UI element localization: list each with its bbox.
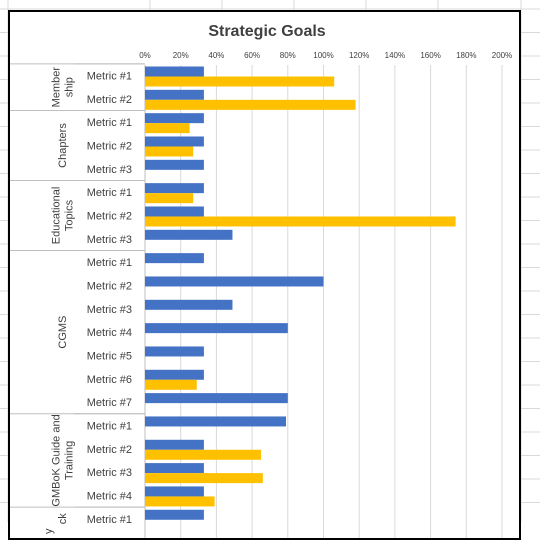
group-label-line: Topics: [64, 199, 76, 231]
x-tick-label: 200%: [492, 51, 512, 60]
category-label: Metric #3: [87, 164, 132, 176]
group-label-line: ck: [57, 513, 69, 525]
bar-series-1: [145, 136, 204, 147]
x-tick-label: 140%: [385, 51, 405, 60]
group-label-line: Chapters: [57, 123, 69, 168]
bar-series-1: [145, 113, 204, 124]
bar-series-1: [145, 416, 287, 427]
bar-series-2: [145, 146, 194, 157]
bar-series-2: [145, 76, 335, 87]
group-label-fragment: y: [43, 528, 55, 534]
bar-series-1: [145, 439, 204, 450]
chart-frame: 0% 20% 40% 60% 80% 100% 120% 140% 160% 180% 200% M…: [8, 10, 521, 540]
bar-series-1: [145, 183, 204, 194]
x-tick-label: 80%: [280, 51, 296, 60]
group-label-line: ship: [64, 77, 76, 97]
category-label: Metric #4: [87, 327, 132, 339]
bar-series-2: [145, 99, 356, 110]
category-label: Metric #2: [87, 444, 132, 456]
x-tick-label: 120%: [349, 51, 369, 60]
bar-series-1: [145, 159, 204, 170]
bar-series-2: [145, 496, 215, 507]
bar-series-1: [145, 66, 204, 77]
category-label: Metric #1: [87, 514, 132, 526]
bar-series-1: [145, 299, 233, 310]
bar-series-1: [145, 486, 204, 497]
bar-chart: 0% 20% 40% 60% 80% 100% 120% 140% 160% 180% 200% M…: [10, 23, 512, 538]
bar-series-1: [145, 509, 204, 520]
bar-series-1: [145, 323, 288, 334]
group-label: Membership: [51, 67, 76, 108]
category-label: Metric #1: [87, 71, 132, 83]
bar-series-1: [145, 463, 204, 474]
category-labels: Membership Metric #1 Metric #2 Chapters Metr…: [43, 67, 132, 534]
category-label: Metric #4: [87, 490, 132, 502]
bar-series-1: [145, 346, 204, 357]
category-label: Metric #5: [87, 350, 132, 362]
chart-title: Strategic Goals: [208, 23, 325, 40]
bar-series-2: [145, 449, 262, 460]
category-label: Metric #7: [87, 397, 132, 409]
bar-series-2: [145, 216, 456, 227]
category-label: Metric #3: [87, 467, 132, 479]
x-axis-ticks: 0% 20% 40% 60% 80% 100% 120% 140% 160% 180% 200%: [139, 51, 512, 60]
category-label: Metric #1: [87, 187, 132, 199]
category-label: Metric #3: [87, 304, 132, 316]
bar-series-2: [145, 379, 197, 390]
group-label: ck: [57, 513, 69, 525]
group-label-line: CGMS: [57, 316, 69, 349]
bar-series-2: [145, 193, 194, 204]
x-tick-label: 40%: [208, 51, 224, 60]
group-label: GMBoK Guide andTraining: [51, 414, 76, 506]
bar-series-1: [145, 276, 324, 287]
bar-series-1: [145, 369, 204, 380]
bar-series-1: [145, 253, 204, 264]
group-label: Chapters: [57, 123, 69, 168]
bar-series-1: [145, 393, 288, 404]
category-label: Metric #2: [87, 210, 132, 222]
x-tick-label: 180%: [456, 51, 476, 60]
category-label: Metric #3: [87, 234, 132, 246]
category-label: Metric #1: [87, 257, 132, 269]
x-tick-label: 20%: [173, 51, 189, 60]
category-label: Metric #1: [87, 420, 132, 432]
group-label-line: Member: [51, 67, 63, 108]
category-label: Metric #2: [87, 140, 132, 152]
group-label-line: Educational: [51, 187, 63, 245]
group-label: EducationalTopics: [51, 187, 76, 245]
category-label: Metric #2: [87, 280, 132, 292]
bar-series-2: [145, 123, 190, 134]
x-tick-label: 0%: [139, 51, 151, 60]
bar-series-1: [145, 229, 233, 240]
bar-series-2: [145, 473, 263, 484]
category-label: Metric #1: [87, 117, 132, 129]
x-tick-label: 160%: [420, 51, 440, 60]
category-label: Metric #2: [87, 94, 132, 106]
group-label: CGMS: [57, 316, 69, 349]
x-tick-label: 100%: [313, 51, 333, 60]
bar-series-1: [145, 89, 204, 100]
group-label-line: GMBoK Guide and: [51, 414, 63, 506]
x-tick-label: 60%: [244, 51, 260, 60]
bar-series: [145, 66, 456, 520]
category-label: Metric #6: [87, 374, 132, 386]
bar-series-1: [145, 206, 204, 217]
group-label-line: Training: [64, 441, 76, 480]
